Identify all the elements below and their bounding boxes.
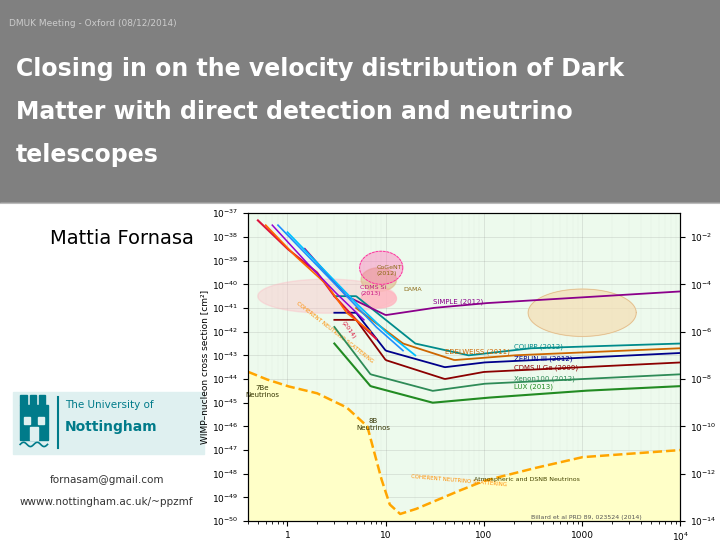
Text: Atmospheric and DSNB Neutrinos: Atmospheric and DSNB Neutrinos: [474, 477, 580, 482]
Polygon shape: [361, 268, 397, 292]
Text: EDELWEISS (2011): EDELWEISS (2011): [445, 348, 510, 355]
Text: CDMS II Ge (2009): CDMS II Ge (2009): [513, 364, 577, 371]
Polygon shape: [258, 279, 395, 313]
Text: Closing in on the velocity distribution of Dark: Closing in on the velocity distribution …: [16, 57, 624, 80]
Y-axis label: WIMP–nucleon cross section [pb]: WIMP–nucleon cross section [pb]: [719, 293, 720, 441]
Text: wwww.nottingham.ac.uk/~ppzmf: wwww.nottingham.ac.uk/~ppzmf: [20, 497, 193, 507]
Bar: [20, 405, 48, 440]
Bar: [13, 392, 204, 454]
Polygon shape: [361, 289, 397, 308]
Text: fornasam@gmail.com: fornasam@gmail.com: [49, 475, 164, 485]
Text: DMUK Meeting - Oxford (08/12/2014): DMUK Meeting - Oxford (08/12/2014): [9, 19, 176, 28]
Bar: [30, 427, 38, 440]
Text: telescopes: telescopes: [16, 143, 158, 167]
Y-axis label: WIMP–nucleon cross section [cm²]: WIMP–nucleon cross section [cm²]: [200, 290, 210, 444]
Text: Nottingham: Nottingham: [65, 420, 158, 434]
Text: SIMPLE (2012): SIMPLE (2012): [433, 299, 483, 305]
Text: 7Be
Neutrinos: 7Be Neutrinos: [245, 385, 279, 398]
Bar: [0, 0, 720, 202]
Text: (2014): (2014): [341, 320, 357, 340]
Text: Matter with direct detection and neutrino: Matter with direct detection and neutrin…: [16, 100, 572, 124]
Bar: [30, 395, 36, 405]
Text: LUX (2013): LUX (2013): [513, 383, 552, 390]
Text: The University of: The University of: [65, 400, 153, 410]
Bar: [20, 395, 27, 405]
Text: Billard et al PRD 89, 023524 (2014): Billard et al PRD 89, 023524 (2014): [531, 515, 642, 520]
Text: CDMS Si
(2013): CDMS Si (2013): [360, 285, 387, 296]
Text: COHERENT NEUTRINO SCATTERING: COHERENT NEUTRINO SCATTERING: [411, 474, 507, 487]
Bar: [39, 395, 45, 405]
Polygon shape: [528, 289, 636, 336]
Polygon shape: [359, 251, 402, 285]
Bar: [24, 417, 30, 424]
Text: Mattia Fornasa: Mattia Fornasa: [50, 230, 194, 248]
Bar: [38, 417, 44, 424]
Text: ZEPLIN-III (2012): ZEPLIN-III (2012): [513, 356, 572, 362]
Text: COUPP (2012): COUPP (2012): [513, 343, 562, 350]
Text: COHERENT NEUTRINO SCATTERING: COHERENT NEUTRINO SCATTERING: [295, 300, 374, 363]
Text: Xenon100 (2012): Xenon100 (2012): [513, 375, 575, 382]
Text: 8B
Neutrinos: 8B Neutrinos: [356, 418, 390, 431]
Text: DAMA: DAMA: [403, 287, 422, 293]
Bar: [0, 202, 720, 540]
Text: CoGeNT
(2012): CoGeNT (2012): [376, 265, 402, 276]
